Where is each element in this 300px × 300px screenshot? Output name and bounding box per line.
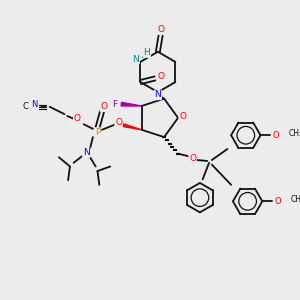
- Text: H: H: [143, 48, 150, 57]
- Text: N: N: [31, 100, 37, 109]
- Text: O: O: [74, 114, 81, 123]
- Text: C: C: [23, 102, 29, 111]
- Text: CH₃: CH₃: [290, 195, 300, 204]
- Text: P: P: [95, 128, 100, 137]
- Text: O: O: [273, 131, 279, 140]
- Text: CH₃: CH₃: [288, 129, 300, 138]
- Text: N: N: [83, 148, 90, 157]
- Text: N: N: [154, 90, 161, 99]
- Text: O: O: [100, 102, 107, 111]
- Polygon shape: [123, 124, 142, 130]
- Text: F: F: [112, 100, 118, 109]
- Polygon shape: [157, 94, 164, 99]
- Polygon shape: [121, 102, 142, 106]
- Text: O: O: [179, 112, 186, 121]
- Text: O: O: [157, 72, 164, 81]
- Text: N: N: [132, 55, 139, 64]
- Text: O: O: [189, 154, 196, 163]
- Text: O: O: [115, 118, 122, 127]
- Text: O: O: [157, 25, 164, 34]
- Text: O: O: [274, 197, 281, 206]
